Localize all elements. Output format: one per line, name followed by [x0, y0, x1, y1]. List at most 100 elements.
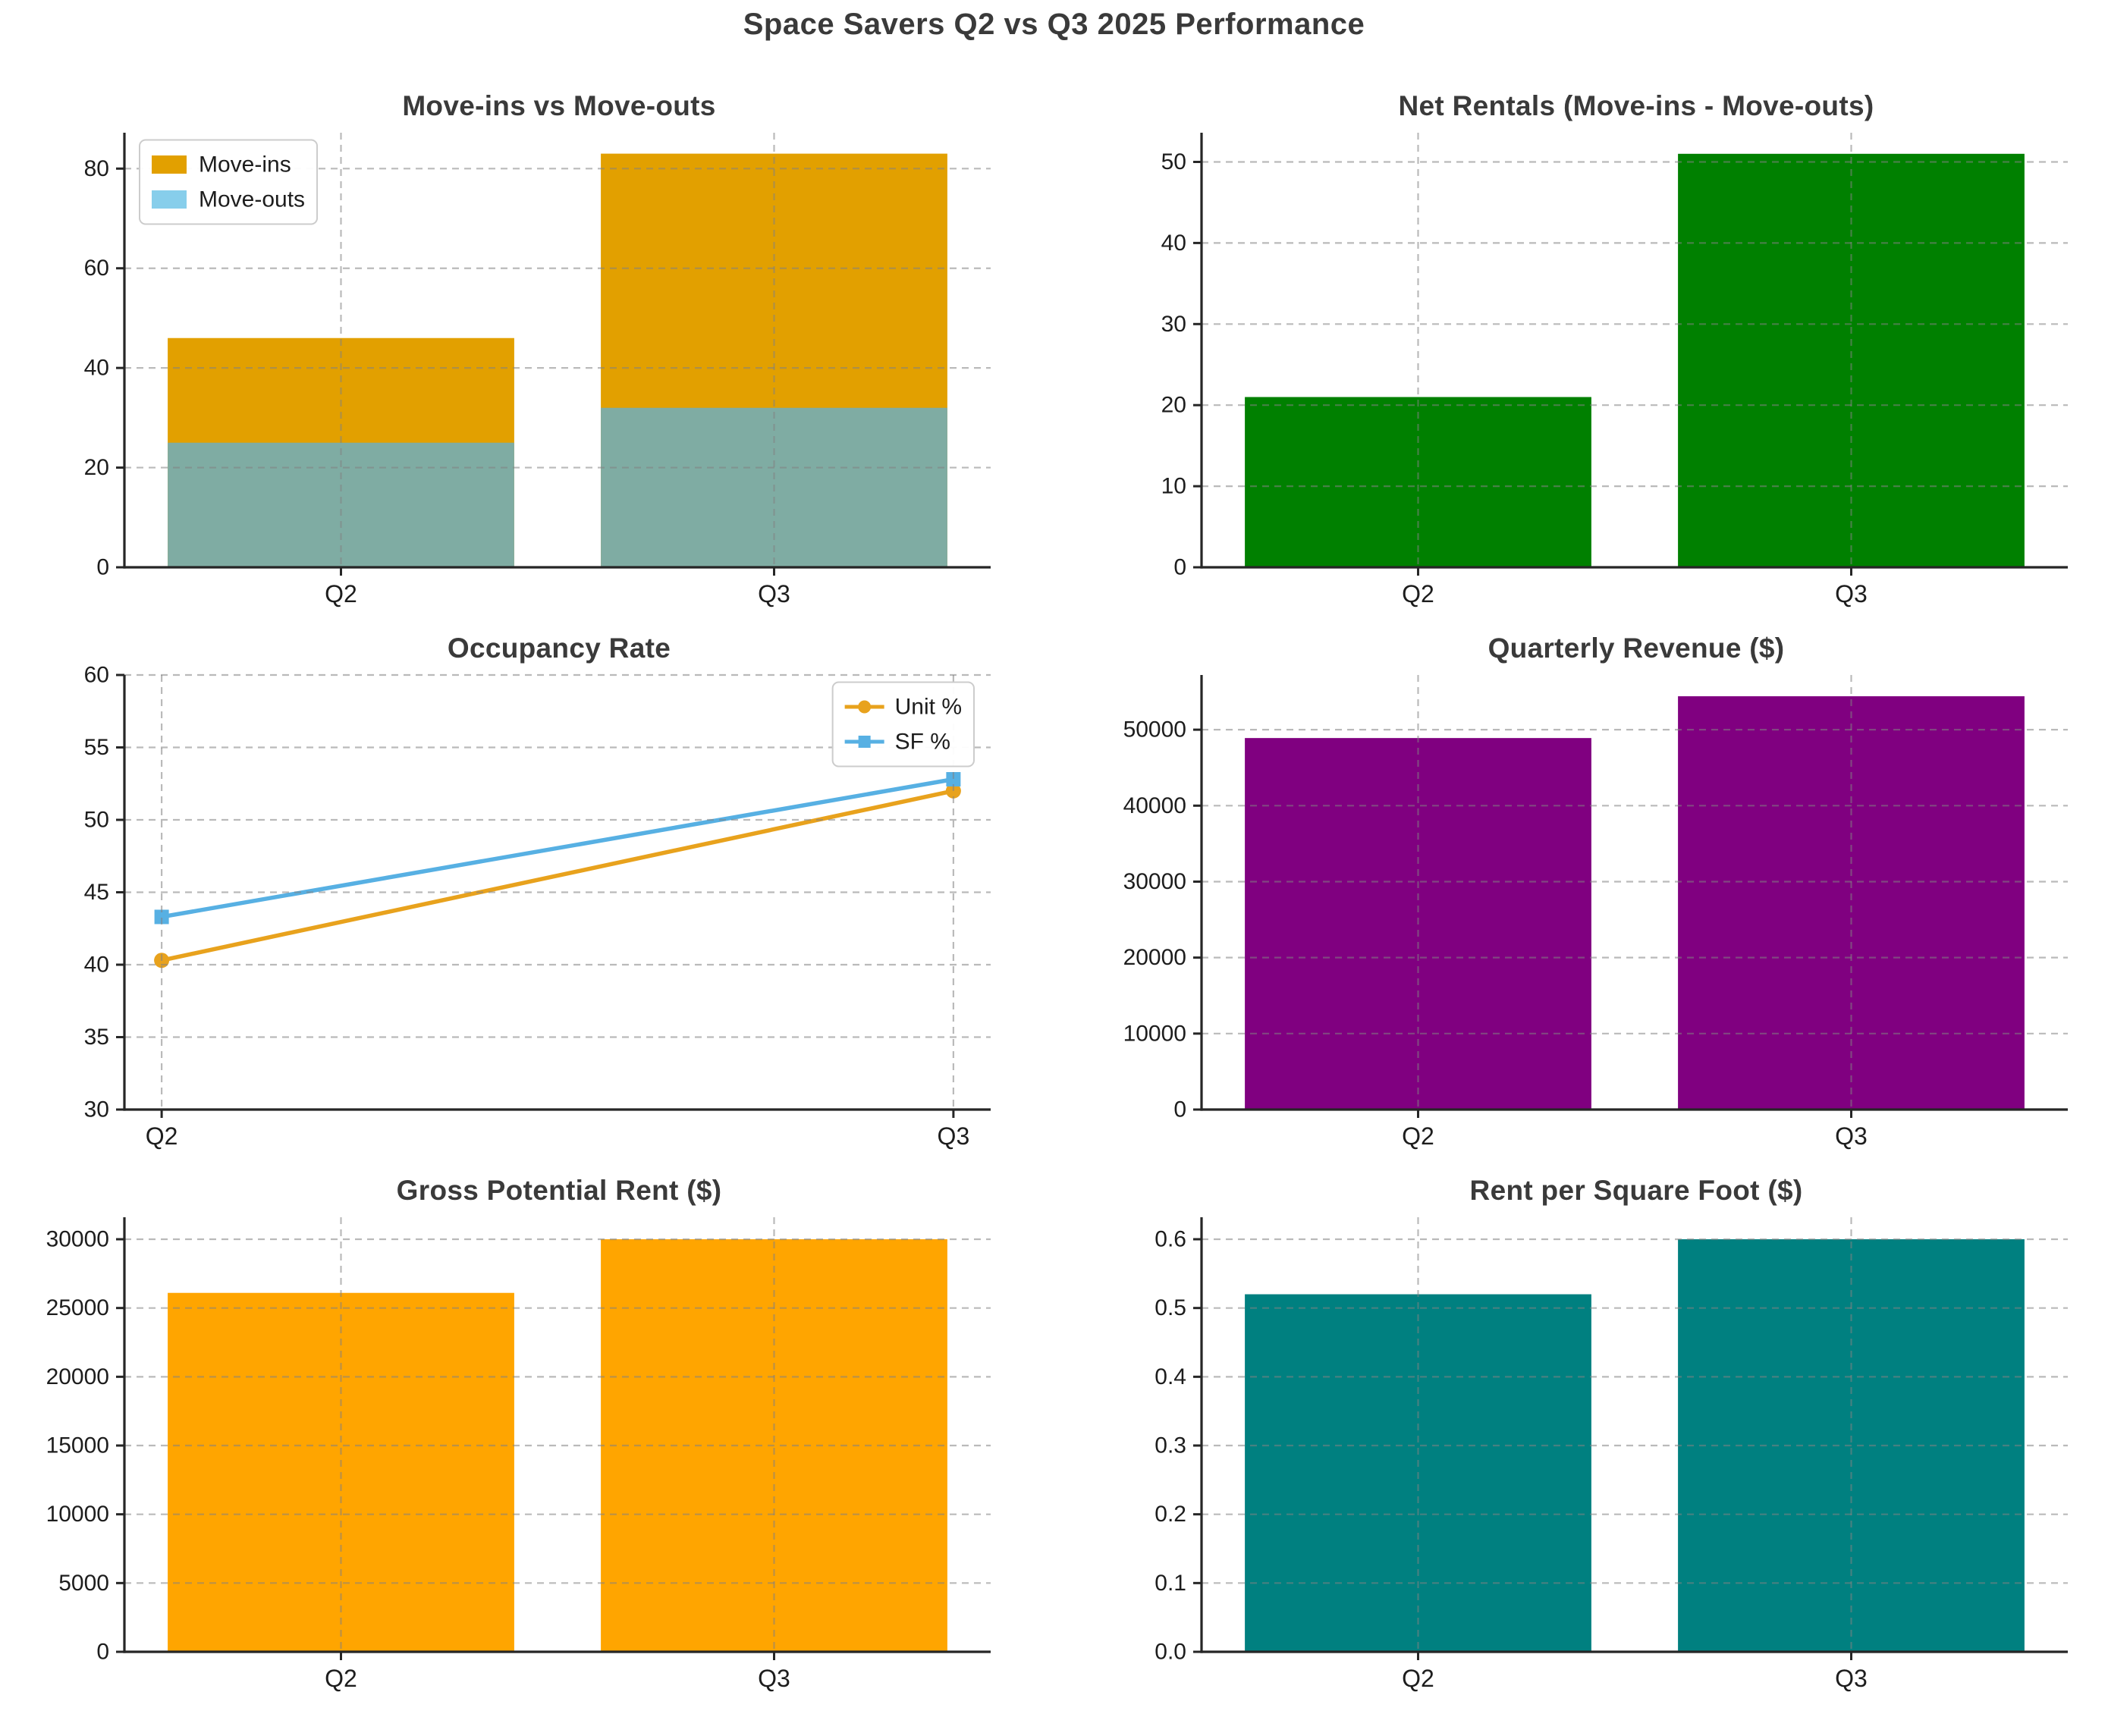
y-tick-label: 10000 — [46, 1502, 109, 1527]
y-tick-label: 20000 — [46, 1364, 109, 1389]
legend-entries: Move-ins Move-outs — [152, 152, 305, 212]
y-tick-label: 60 — [84, 256, 109, 281]
gridlines — [1202, 675, 2068, 1110]
y-tick-label: 30 — [84, 1097, 109, 1122]
chart-title: Net Rentals (Move-ins - Move-outs) — [1398, 90, 1874, 121]
data-layer — [154, 772, 961, 968]
x-tick-label: Q2 — [1402, 580, 1434, 607]
x-tick-label: Q3 — [938, 1122, 970, 1150]
y-tick-label: 0 — [96, 1640, 109, 1665]
y-tick-label: 30000 — [46, 1227, 109, 1252]
net-rentals-chart: 0 10 20 30 40 50 Q2 Q3 — [1161, 133, 2068, 607]
panel-occupancy-rate: Occupancy Rate 30 35 40 45 50 55 60 Q2 Q3 Unit % S… — [39, 633, 1003, 1155]
legend-label: Move-outs — [199, 187, 305, 212]
panel-move-ins-vs-move-outs: Move-ins vs Move-outs 0 20 40 60 80 Q2 Q3 Move-… — [39, 90, 1003, 613]
y-tick-label: 20000 — [1123, 945, 1186, 970]
x-tick-label: Q3 — [1835, 1122, 1868, 1150]
move-ins-vs-move-outs-chart: 0 20 40 60 80 Q2 Q3 Move-ins Move-outs — [84, 133, 991, 607]
y-tick-label: 15000 — [46, 1433, 109, 1458]
y-tick-label: 40000 — [1123, 793, 1186, 818]
y-tick-label: 10 — [1161, 474, 1186, 499]
y-tick-label: 40 — [84, 356, 109, 381]
y-tick-label: 0.1 — [1155, 1571, 1186, 1596]
legend-swatch — [152, 190, 187, 209]
x-tick-label: Q3 — [1835, 1665, 1868, 1692]
axes: 30 35 40 45 50 55 60 Q2 Q3 — [84, 666, 991, 1150]
x-tick-label: Q2 — [146, 1122, 178, 1150]
y-tick-label: 0.3 — [1155, 1433, 1186, 1458]
y-tick-label: 50000 — [1123, 717, 1186, 742]
y-tick-label: 0.0 — [1155, 1640, 1186, 1665]
x-tick-label: Q3 — [1835, 580, 1868, 607]
y-tick-label: 0.4 — [1155, 1364, 1186, 1389]
panel-net-rentals: Net Rentals (Move-ins - Move-outs) 0 10 20… — [1117, 90, 2080, 613]
y-tick-label: 0.2 — [1155, 1502, 1186, 1527]
axes: 0 10 20 30 40 50 Q2 Q3 — [1161, 133, 2068, 607]
marker-square-Q3 — [946, 772, 961, 787]
x-tick-label: Q2 — [325, 580, 357, 607]
chart-title: Rent per Square Foot ($) — [1469, 1175, 1803, 1206]
y-tick-label: 0 — [96, 555, 109, 580]
legend-swatch — [152, 155, 187, 174]
y-tick-label: 20 — [84, 455, 109, 480]
legend-entry-Unit %: Unit % — [844, 695, 962, 720]
y-tick-label: 25000 — [46, 1295, 109, 1320]
chart-title: Occupancy Rate — [447, 633, 671, 664]
chart-title: Gross Potential Rent ($) — [396, 1175, 722, 1206]
y-tick-label: 0 — [1173, 555, 1186, 580]
y-tick-label: 0.5 — [1155, 1295, 1186, 1320]
gridlines — [124, 1217, 991, 1652]
axes: 0 10000 20000 30000 40000 50000 Q2 Q3 — [1123, 675, 2068, 1150]
chart-title: Quarterly Revenue ($) — [1488, 633, 1785, 664]
line-series-Unit % — [159, 789, 956, 963]
y-tick-label: 60 — [84, 666, 109, 688]
legend-entry-Move-ins: Move-ins — [152, 152, 291, 177]
data-layer — [1245, 153, 2025, 567]
y-tick-label: 45 — [84, 880, 109, 905]
charts-grid: Move-ins vs Move-outs 0 20 40 60 80 Q2 Q3 Move-… — [0, 90, 2108, 1697]
page-title: Space Savers Q2 vs Q3 2025 Performance — [743, 8, 1365, 41]
x-tick-label: Q2 — [1402, 1122, 1434, 1150]
y-tick-label: 40 — [84, 953, 109, 978]
gridlines — [124, 133, 991, 567]
y-tick-label: 35 — [84, 1025, 109, 1050]
y-tick-label: 30 — [1161, 312, 1186, 337]
panel-quarterly-revenue: Quarterly Revenue ($) 0 10000 20000 30000 40… — [1117, 633, 2080, 1155]
rent-per-square-foot-chart: 0.0 0.1 0.2 0.3 0.4 0.5 0.6 Q2 Q3 — [1155, 1217, 2068, 1692]
axes: 0 20 40 60 80 Q2 Q3 — [84, 133, 991, 607]
bar-Q3-Revenue — [1678, 696, 2025, 1110]
y-tick-label: 55 — [84, 735, 109, 760]
legend-label: Unit % — [895, 695, 962, 720]
bar-Q3-Net Rentals — [1678, 153, 2025, 567]
axes: 0.0 0.1 0.2 0.3 0.4 0.5 0.6 Q2 Q3 — [1155, 1217, 2068, 1692]
x-tick-label: Q2 — [325, 1665, 357, 1692]
x-tick-label: Q3 — [758, 1665, 790, 1692]
y-tick-label: 10000 — [1123, 1021, 1186, 1046]
x-tick-label: Q2 — [1402, 1665, 1434, 1692]
legend-entries: Unit % SF % — [844, 695, 962, 755]
y-tick-label: 80 — [84, 156, 109, 181]
data-layer — [1245, 696, 2025, 1110]
axes: 0 5000 10000 15000 20000 25000 30000 Q2 Q3 — [46, 1217, 991, 1692]
bar-Q2-Net Rentals — [1245, 397, 1591, 567]
legend: Move-ins Move-outs — [139, 139, 319, 225]
legend-entry-Move-outs: Move-outs — [152, 187, 305, 212]
quarterly-revenue-chart: 0 10000 20000 30000 40000 50000 Q2 Q3 — [1123, 675, 2068, 1150]
y-tick-label: 50 — [1161, 149, 1186, 174]
legend-entry-SF %: SF % — [844, 730, 950, 755]
y-tick-label: 0 — [1173, 1097, 1186, 1122]
marker-square-Q2 — [154, 909, 169, 925]
y-tick-label: 50 — [84, 808, 109, 833]
occupancy-rate-chart: 30 35 40 45 50 55 60 Q2 Q3 Unit % SF % — [84, 666, 991, 1150]
y-tick-label: 40 — [1161, 231, 1186, 256]
panel-rent-per-square-foot: Rent per Square Foot ($) 0.0 0.1 0.2 0.3 0.4… — [1117, 1175, 2080, 1697]
line-series-SF % — [159, 777, 956, 919]
legend-label: SF % — [895, 730, 950, 755]
gridlines — [1202, 133, 2068, 567]
legend-label: Move-ins — [199, 152, 291, 177]
x-tick-label: Q3 — [758, 580, 790, 607]
y-tick-label: 20 — [1161, 393, 1186, 418]
chart-title: Move-ins vs Move-outs — [402, 90, 716, 121]
panel-gross-potential-rent: Gross Potential Rent ($) 0 5000 10000 15000… — [39, 1175, 1003, 1697]
